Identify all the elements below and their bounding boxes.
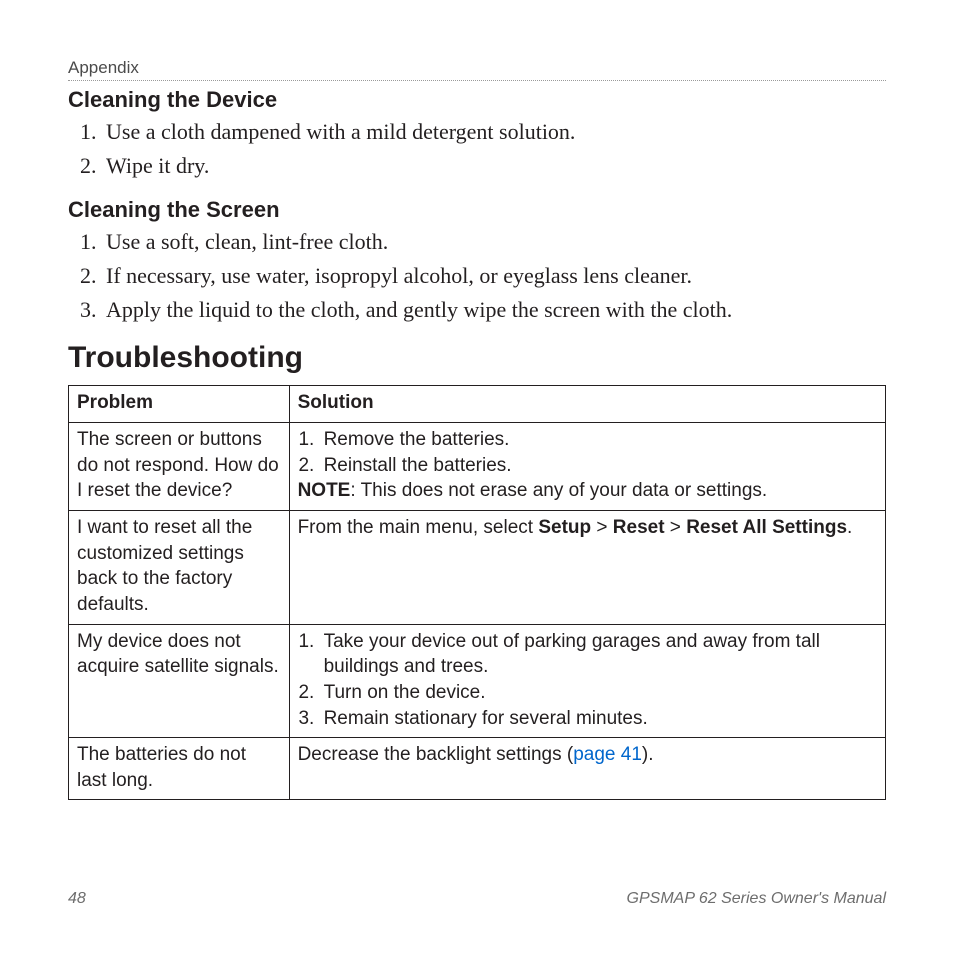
list-item: Apply the liquid to the cloth, and gentl… [102,293,886,327]
menu-sep: > [591,517,613,538]
section-title-troubleshooting: Troubleshooting [68,341,886,375]
breadcrumb: Appendix [68,58,886,81]
solution-text: From the main menu, select [298,517,539,538]
cell-solution: From the main menu, select Setup > Reset… [289,511,885,625]
cell-solution: Take your device out of parking garages … [289,624,885,738]
menu-sep: > [665,517,687,538]
cell-problem: The screen or buttons do not respond. Ho… [69,423,290,511]
table-row: The batteries do not last long. Decrease… [69,738,886,800]
cell-problem: The batteries do not last long. [69,738,290,800]
cell-problem: My device does not acquire satellite sig… [69,624,290,738]
solution-text: Decrease the backlight settings ( [298,744,574,765]
list-item: Reinstall the batteries. [320,453,877,479]
col-header-solution: Solution [289,386,885,423]
table-row: The screen or buttons do not respond. Ho… [69,423,886,511]
menu-path-setup: Setup [538,517,591,538]
cell-solution: Decrease the backlight settings (page 41… [289,738,885,800]
list-cleaning-screen: Use a soft, clean, lint-free cloth. If n… [68,225,886,327]
list-item: Use a cloth dampened with a mild deterge… [102,115,886,149]
menu-path-reset-all: Reset All Settings [686,517,847,538]
table-header-row: Problem Solution [69,386,886,423]
list-item: If necessary, use water, isopropyl alcoh… [102,259,886,293]
list-item: Turn on the device. [320,680,877,706]
subhead-cleaning-screen: Cleaning the Screen [68,197,886,223]
page-number: 48 [68,890,86,908]
note-label: NOTE [298,480,351,501]
list-item: Remove the batteries. [320,427,877,453]
page-link[interactable]: page 41 [573,744,642,765]
cell-problem: I want to reset all the customized setti… [69,511,290,625]
solution-suffix: ). [642,744,654,765]
menu-path-reset: Reset [613,517,665,538]
cell-solution: Remove the batteries. Reinstall the batt… [289,423,885,511]
table-row: My device does not acquire satellite sig… [69,624,886,738]
list-item: Use a soft, clean, lint-free cloth. [102,225,886,259]
table-row: I want to reset all the customized setti… [69,511,886,625]
list-item: Wipe it dry. [102,149,886,183]
list-item: Remain stationary for several minutes. [320,706,877,732]
troubleshooting-table: Problem Solution The screen or buttons d… [68,385,886,800]
list-item: Take your device out of parking garages … [320,629,877,680]
doc-title: GPSMAP 62 Series Owner's Manual [627,890,886,908]
note-text: : This does not erase any of your data o… [350,480,767,501]
subhead-cleaning-device: Cleaning the Device [68,87,886,113]
solution-suffix: . [847,517,852,538]
page-footer: 48 GPSMAP 62 Series Owner's Manual [68,890,886,908]
col-header-problem: Problem [69,386,290,423]
list-cleaning-device: Use a cloth dampened with a mild deterge… [68,115,886,183]
